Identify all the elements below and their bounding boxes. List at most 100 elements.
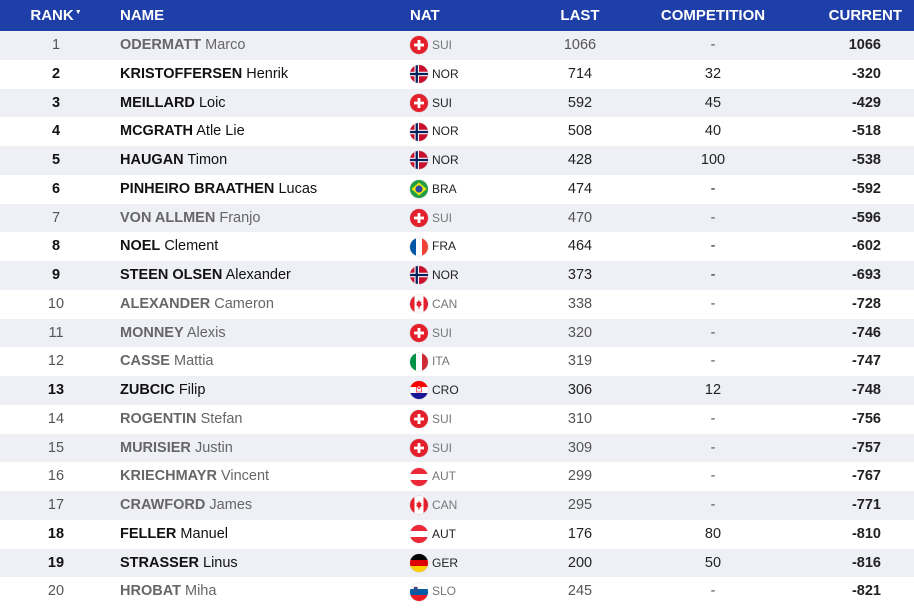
athlete-surname: MONNEY	[120, 324, 184, 341]
athlete-name[interactable]: HROBAT Miha	[120, 577, 216, 606]
nation-code: SLO	[432, 584, 457, 599]
current-points-cell: -756	[851, 410, 881, 427]
last-points-cell: 1066	[563, 37, 597, 53]
athlete-firstname: Vincent	[220, 468, 270, 485]
rank-cell: 9	[51, 267, 61, 283]
athlete-firstname: Mattia	[174, 353, 214, 370]
athlete-name[interactable]: KRISTOFFERSEN Henrik	[120, 60, 288, 89]
nation-code: BRA	[432, 181, 457, 196]
nation-cell: GER	[410, 549, 458, 578]
athlete-name[interactable]: CASSE Mattia	[120, 347, 214, 376]
nation-cell: SUI	[410, 405, 452, 434]
athlete-surname: CRAWFORD	[120, 497, 206, 513]
switzerland-flag-icon	[410, 438, 428, 457]
table-row[interactable]: 19 STRASSER Linus GER 200 50 -816	[0, 548, 914, 578]
table-row[interactable]: 4 MCGRATH Atle Lie NOR 508 40 -518	[0, 117, 914, 146]
current-points-cell: -728	[851, 295, 881, 312]
competition-points-cell: 12	[704, 382, 722, 398]
last-points-cell: 176	[567, 525, 593, 542]
rank-cell: 8	[51, 238, 61, 255]
athlete-name[interactable]: MONNEY Alexis	[120, 319, 226, 348]
athlete-name[interactable]: ROGENTIN Stefan	[120, 405, 242, 434]
athlete-name[interactable]: MURISIER Justin	[120, 434, 233, 463]
athlete-name[interactable]: HAUGAN Timon	[120, 146, 227, 175]
athlete-name[interactable]: FELLER Manuel	[120, 520, 228, 549]
athlete-name[interactable]: ZUBCIC Filip	[120, 376, 205, 405]
nation-code: NOR	[432, 124, 459, 139]
table-row[interactable]: 15 MURISIER Justin SUI 309 - -757	[0, 433, 914, 463]
athlete-surname: ZUBCIC	[120, 382, 175, 398]
rank-cell: 19	[47, 554, 65, 571]
rank-column-header[interactable]: RANK▼	[30, 7, 82, 24]
table-row[interactable]: 2 KRISTOFFERSEN Henrik NOR 714 32 -320	[0, 59, 914, 89]
table-row[interactable]: 14 ROGENTIN Stefan SUI 310 - -756	[0, 404, 914, 434]
athlete-name[interactable]: ODERMATT Marco	[120, 31, 245, 60]
rank-cell: 10	[47, 295, 65, 312]
current-column-header[interactable]: CURRENT	[828, 7, 902, 24]
sort-arrow-icon[interactable]: ▼	[74, 9, 82, 16]
table-row[interactable]: 8 NOEL Clement FRA 464 - -602	[0, 232, 914, 261]
athlete-surname: PINHEIRO BRAATHEN	[120, 180, 275, 197]
nat-column-header[interactable]: NAT	[410, 7, 440, 24]
athlete-surname: HAUGAN	[120, 152, 184, 168]
table-row[interactable]: 11 MONNEY Alexis SUI 320 - -746	[0, 318, 914, 348]
current-points-cell: -320	[851, 65, 881, 82]
last-points-cell: 245	[567, 583, 593, 600]
last-points-cell: 306	[567, 382, 593, 398]
competition-points-cell: -	[710, 37, 716, 53]
table-row[interactable]: 7 VON ALLMEN Franjo SUI 470 - -596	[0, 203, 914, 233]
nation-code: SUI	[432, 38, 453, 52]
athlete-surname: VON ALLMEN	[120, 209, 216, 226]
athlete-name[interactable]: MCGRATH Atle Lie	[120, 117, 245, 146]
competition-points-cell: -	[710, 238, 716, 255]
athlete-name[interactable]: STEEN OLSEN Alexander	[120, 261, 291, 290]
last-points-cell: 299	[567, 468, 593, 485]
table-row[interactable]: 10 ALEXANDER Cameron CAN 338 - -728	[0, 289, 914, 319]
table-row[interactable]: 9 STEEN OLSEN Alexander NOR 373 - -693	[0, 261, 914, 290]
table-row[interactable]: 16 KRIECHMAYR Vincent AUT 299 - -767	[0, 462, 914, 491]
current-points-cell: -538	[851, 152, 881, 168]
current-points-cell: -767	[851, 468, 881, 485]
competition-points-cell: 50	[704, 554, 722, 571]
table-row[interactable]: 12 CASSE Mattia ITA 319 - -747	[0, 347, 914, 376]
current-points-cell: -821	[851, 583, 881, 600]
athlete-firstname: Justin	[194, 439, 233, 456]
current-points-cell: -810	[851, 525, 881, 542]
table-row[interactable]: 5 HAUGAN Timon NOR 428 100 -538	[0, 146, 914, 175]
athlete-surname: ODERMATT	[120, 37, 202, 53]
table-row[interactable]: 17 CRAWFORD James CAN 295 - -771	[0, 491, 914, 520]
last-points-cell: 310	[567, 410, 593, 427]
table-row[interactable]: 3 MEILLARD Loic SUI 592 45 -429	[0, 88, 914, 118]
competition-column-header[interactable]: COMPETITION	[660, 7, 766, 24]
athlete-name[interactable]: STRASSER Linus	[120, 549, 238, 578]
competition-points-cell: -	[710, 324, 716, 341]
canada-flag-icon	[410, 295, 428, 314]
last-points-cell: 295	[567, 497, 593, 513]
athlete-name[interactable]: NOEL Clement	[120, 232, 218, 261]
athlete-name[interactable]: MEILLARD Loic	[120, 89, 226, 118]
athlete-name[interactable]: KRIECHMAYR Vincent	[120, 462, 269, 491]
table-row[interactable]: 13 ZUBCIC Filip CRO 306 12 -748	[0, 376, 914, 405]
nation-code: ITA	[432, 354, 450, 369]
table-row[interactable]: 20 HROBAT Miha SLO 245 - -821	[0, 577, 914, 606]
athlete-name[interactable]: PINHEIRO BRAATHEN Lucas	[120, 175, 317, 204]
last-points-cell: 319	[567, 353, 593, 370]
competition-points-cell: -	[710, 468, 716, 485]
table-row[interactable]: 6 PINHEIRO BRAATHEN Lucas BRA 474 - -592	[0, 174, 914, 204]
germany-flag-icon	[410, 553, 428, 572]
name-column-header[interactable]: NAME	[120, 7, 165, 24]
athlete-name[interactable]: CRAWFORD James	[120, 491, 252, 520]
current-points-cell: -602	[851, 238, 881, 255]
rank-cell: 13	[47, 382, 65, 398]
athlete-name[interactable]: ALEXANDER Cameron	[120, 290, 274, 319]
athlete-name[interactable]: VON ALLMEN Franjo	[120, 204, 260, 233]
switzerland-flag-icon	[410, 323, 428, 342]
rank-cell: 15	[47, 439, 65, 456]
nation-code: CAN	[432, 296, 458, 311]
last-column-header[interactable]: LAST	[560, 7, 600, 24]
nation-cell: AUT	[410, 462, 456, 491]
table-row[interactable]: 18 FELLER Manuel AUT 176 80 -810	[0, 519, 914, 549]
table-row[interactable]: 1 ODERMATT Marco SUI 1066 - 1066	[0, 31, 914, 60]
nation-cell: SUI	[410, 319, 452, 348]
